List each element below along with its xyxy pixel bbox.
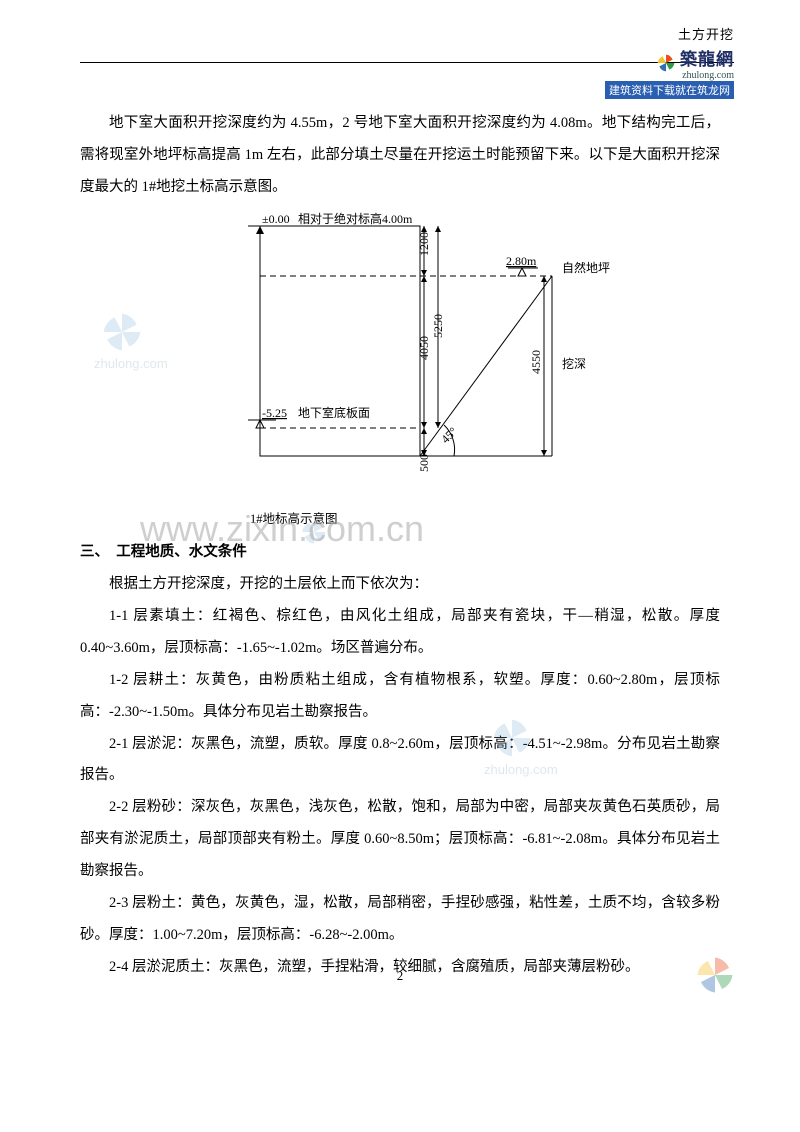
nat-ground-label: 自然地坪 [562,260,610,275]
bot-note: 地下室底板面 [298,405,370,420]
sec3-p11: 1-1 层素填土：红褐色、棕红色，由风化土组成，局部夹有瓷块，干—稍湿，松散。厚… [80,601,720,665]
dim-4550: 4550 [529,350,543,374]
sec3-p23: 2-3 层粉土：黄色，灰黄色，湿，松散，局部稍密，手捏砂感强，粘性差，土质不均，… [80,888,720,952]
page: 土方开挖 築龍網 zhulong.com 建筑资料下载就在筑龙网 地下室大面积开… [0,0,800,1024]
dim-1200: 1200 [417,232,431,256]
bot-elev: -5.25 [262,406,287,420]
logo: 築龍網 zhulong.com [605,45,734,81]
diagram-caption: 1#地标高示意图 [250,506,720,534]
header: 土方开挖 築龍網 zhulong.com 建筑资料下载就在筑龙网 [605,24,734,99]
dim-4050: 4050 [417,336,431,360]
depth-label: 挖深 [562,356,586,371]
elevation-diagram: ±0.00 相对于绝对标高4.00m 2.80m 自然地坪 -5.25 地下室底… [190,212,620,502]
sec3-p12: 1-2 层耕土：灰黄色，由粉质粘土组成，含有植物根系，软塑。厚度：0.60~2.… [80,665,720,729]
logo-url: zhulong.com [680,70,734,81]
banner: 建筑资料下载就在筑龙网 [605,81,734,99]
sec3-p22: 2-2 层粉砂：深灰色，灰黑色，浅灰色，松散，饱和，局部为中密，局部夹灰黄色石英… [80,792,720,888]
intro-para: 地下室大面积开挖深度约为 4.55m，2 号地下室大面积开挖深度约为 4.08m… [80,108,720,204]
logo-text: 築龍網 [680,45,734,70]
sec3-p21: 2-1 层淤泥：灰黑色，流塑，质软。厚度 0.8~2.60m，层顶标高：-4.5… [80,729,720,793]
section-3-heading: 三、 工程地质、水文条件 [80,537,720,569]
top-elev: ±0.00 [262,212,290,226]
doc-title-partial: 土方开挖 [605,24,734,43]
nat-elev: 2.80m [506,254,537,268]
dim-500: 500 [417,454,431,472]
corner-pinwheel-icon [694,954,736,996]
pinwheel-icon [656,53,676,73]
body: 地下室大面积开挖深度约为 4.55m，2 号地下室大面积开挖深度约为 4.08m… [80,108,720,984]
page-number: 2 [0,968,800,984]
dim-5250: 5250 [431,314,445,338]
sec3-lead: 根据土方开挖深度，开挖的土层依上而下依次为： [80,569,720,601]
top-note: 相对于绝对标高4.00m [298,212,413,226]
